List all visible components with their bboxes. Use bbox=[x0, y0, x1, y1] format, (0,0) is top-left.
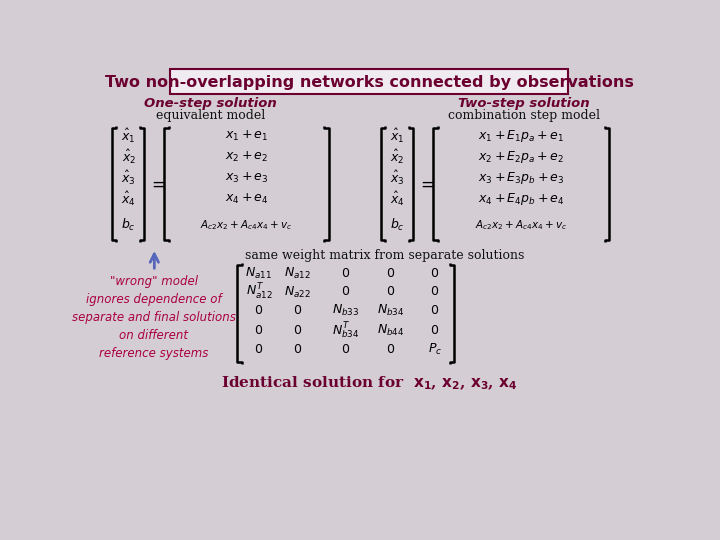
Text: Two non-overlapping networks connected by observations: Two non-overlapping networks connected b… bbox=[104, 75, 634, 90]
Text: $\hat{x}_4$: $\hat{x}_4$ bbox=[390, 190, 405, 208]
Text: $x_4 + e_4$: $x_4 + e_4$ bbox=[225, 192, 269, 206]
Text: $N_{a22}$: $N_{a22}$ bbox=[284, 285, 311, 300]
Text: $0$: $0$ bbox=[341, 343, 351, 356]
Text: $N_{a11}$: $N_{a11}$ bbox=[246, 266, 272, 281]
Text: $0$: $0$ bbox=[431, 304, 439, 317]
Text: same weight matrix from separate solutions: same weight matrix from separate solutio… bbox=[245, 249, 524, 262]
Text: $0$: $0$ bbox=[254, 343, 264, 356]
Text: $x_2 + e_2$: $x_2 + e_2$ bbox=[225, 150, 268, 164]
Text: $0$: $0$ bbox=[431, 267, 439, 280]
Text: $0$: $0$ bbox=[293, 304, 302, 317]
Text: $0$: $0$ bbox=[431, 286, 439, 299]
Text: $N_{b44}$: $N_{b44}$ bbox=[377, 323, 405, 338]
Text: combination step model: combination step model bbox=[448, 109, 600, 122]
Text: $N_{a12}$: $N_{a12}$ bbox=[284, 266, 311, 281]
Text: $\hat{x}_3$: $\hat{x}_3$ bbox=[122, 169, 136, 187]
Text: One-step solution: One-step solution bbox=[144, 97, 276, 110]
Text: Two-step solution: Two-step solution bbox=[458, 97, 590, 110]
Text: $0$: $0$ bbox=[431, 324, 439, 337]
Text: $0$: $0$ bbox=[341, 267, 351, 280]
Text: $N_{b34}^T$: $N_{b34}^T$ bbox=[332, 320, 359, 341]
Text: $x_2 + E_2p_a + e_2$: $x_2 + E_2p_a + e_2$ bbox=[478, 149, 564, 165]
Text: $\hat{x}_2$: $\hat{x}_2$ bbox=[390, 148, 405, 166]
Text: $0$: $0$ bbox=[254, 304, 264, 317]
Text: $N_{b33}$: $N_{b33}$ bbox=[332, 303, 359, 318]
Text: $\hat{x}_3$: $\hat{x}_3$ bbox=[390, 169, 405, 187]
Text: $0$: $0$ bbox=[293, 343, 302, 356]
Text: $x_3 + e_3$: $x_3 + e_3$ bbox=[225, 171, 269, 185]
Text: $N_{b34}$: $N_{b34}$ bbox=[377, 303, 405, 318]
Text: $N_{a12}^T$: $N_{a12}^T$ bbox=[246, 282, 272, 302]
Text: $x_4 + E_4p_b + e_4$: $x_4 + E_4p_b + e_4$ bbox=[478, 191, 564, 207]
Text: $0$: $0$ bbox=[254, 324, 264, 337]
Text: $x_1 + E_1p_a + e_1$: $x_1 + E_1p_a + e_1$ bbox=[478, 129, 564, 144]
Text: $0$: $0$ bbox=[293, 324, 302, 337]
Text: $x_3 + E_3p_b + e_3$: $x_3 + E_3p_b + e_3$ bbox=[478, 170, 564, 186]
Text: $A_{c2}x_2 + A_{c4}x_4 + v_c$: $A_{c2}x_2 + A_{c4}x_4 + v_c$ bbox=[475, 218, 567, 232]
Text: $\hat{x}_1$: $\hat{x}_1$ bbox=[390, 127, 405, 145]
Text: $\hat{x}_2$: $\hat{x}_2$ bbox=[122, 148, 136, 166]
Text: Identical solution for  $\mathbf{x_1}$, $\mathbf{x_2}$, $\mathbf{x_3}$, $\mathbf: Identical solution for $\mathbf{x_1}$, $… bbox=[221, 374, 517, 392]
Text: "wrong" model
ignores dependence of
separate and final solutions
on different
re: "wrong" model ignores dependence of sepa… bbox=[71, 275, 235, 360]
Text: $\hat{x}_4$: $\hat{x}_4$ bbox=[122, 190, 136, 208]
Text: $P_c$: $P_c$ bbox=[428, 342, 442, 357]
Text: $b_c$: $b_c$ bbox=[390, 217, 405, 233]
Text: $=$: $=$ bbox=[148, 175, 166, 193]
Text: $b_c$: $b_c$ bbox=[122, 217, 136, 233]
Text: $x_1 + e_1$: $x_1 + e_1$ bbox=[225, 130, 269, 144]
Text: $\hat{x}_1$: $\hat{x}_1$ bbox=[122, 127, 136, 145]
Text: equivalent model: equivalent model bbox=[156, 109, 265, 122]
FancyBboxPatch shape bbox=[170, 70, 568, 94]
Text: $0$: $0$ bbox=[386, 267, 395, 280]
Text: $=$: $=$ bbox=[417, 175, 434, 193]
Text: $0$: $0$ bbox=[386, 286, 395, 299]
Text: $A_{c2}x_2 + A_{c4}x_4 + v_c$: $A_{c2}x_2 + A_{c4}x_4 + v_c$ bbox=[200, 218, 292, 232]
Text: $0$: $0$ bbox=[341, 286, 351, 299]
Text: $0$: $0$ bbox=[386, 343, 395, 356]
